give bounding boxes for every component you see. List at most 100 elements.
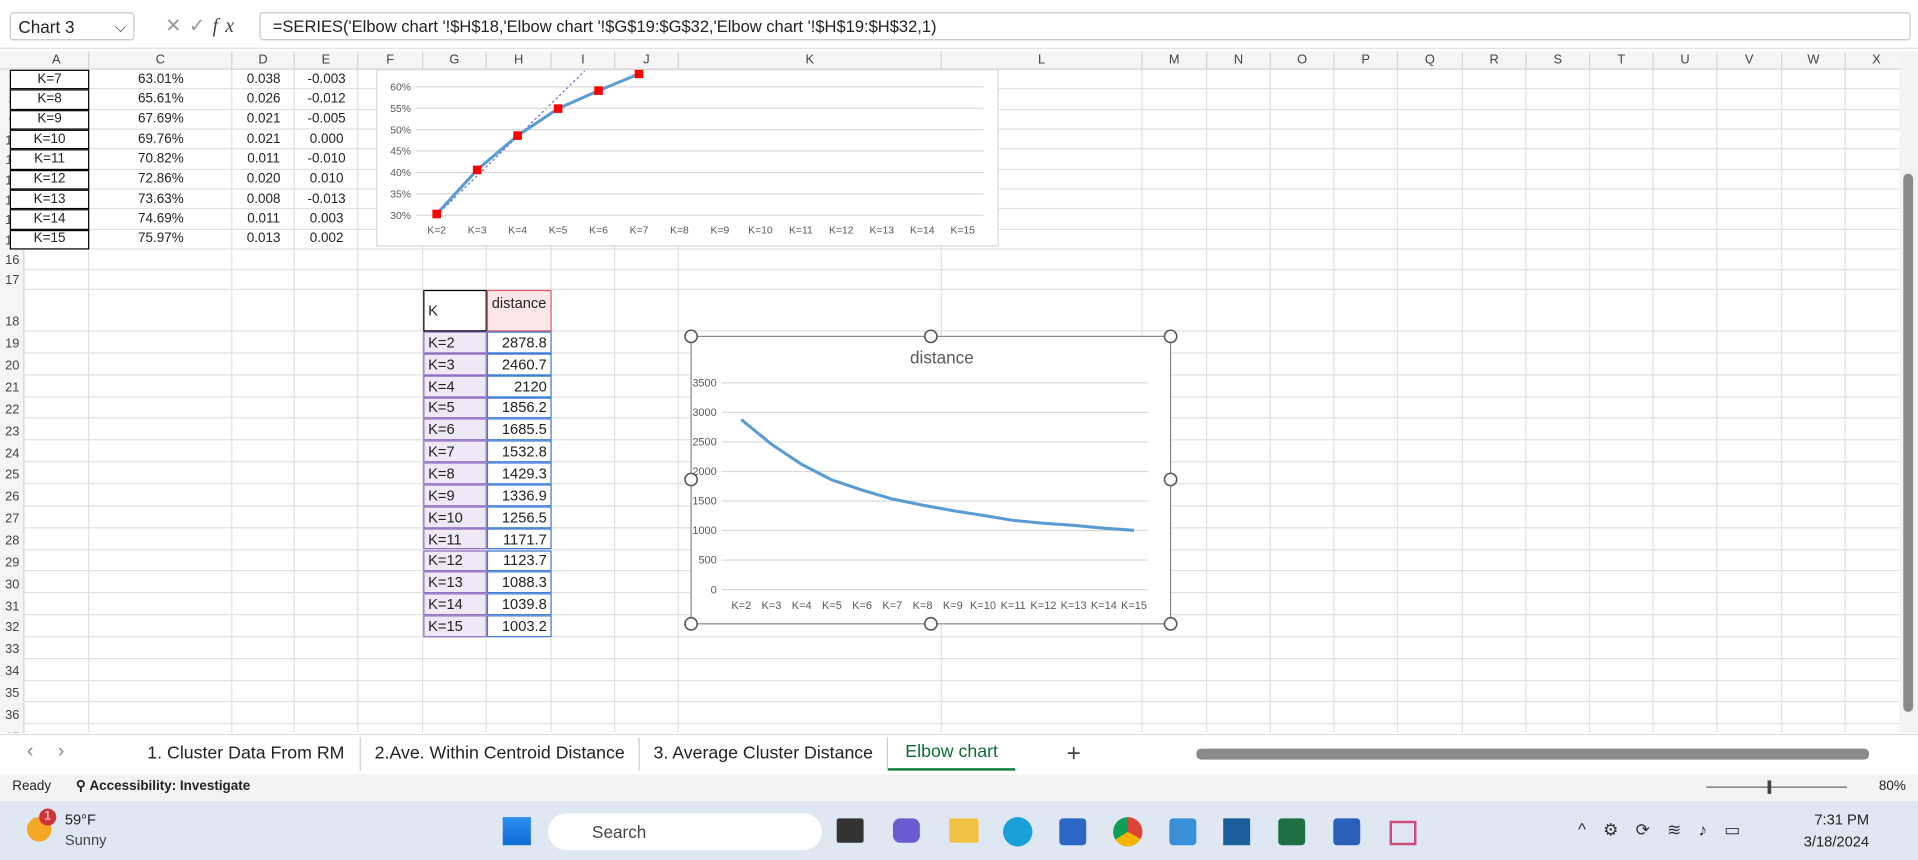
row-header: 35 xyxy=(5,686,20,701)
table-cell: 72.86% xyxy=(138,171,184,187)
table-cell: 65.61% xyxy=(138,91,184,107)
row-header: 25 xyxy=(5,467,20,483)
table-cell: 1039.8 xyxy=(486,593,552,616)
status-ready: Ready xyxy=(12,779,52,794)
weather-badge: 1 xyxy=(39,808,57,826)
app-icon[interactable] xyxy=(1389,820,1417,846)
sheet-grid: ACDEFGHIJKLMNOPQRSTUVWX78910111213141516… xyxy=(0,51,1900,733)
table-cell: 1088.3 xyxy=(486,571,552,594)
table-cell: 1171.7 xyxy=(486,527,552,550)
excel-icon[interactable] xyxy=(1278,818,1306,846)
vertical-scrollbar[interactable] xyxy=(1899,51,1918,733)
column-header: P xyxy=(1335,51,1399,70)
column-header: S xyxy=(1527,51,1591,70)
accessibility-status[interactable]: ⚲ Accessibility: Investigate xyxy=(75,779,251,794)
temperature: 59°F xyxy=(64,810,97,829)
horizontal-scrollbar[interactable] xyxy=(1196,748,1870,760)
taskbar: 1 59°F Sunny Search ^⚙⟳≋♪▭ 7:31 PM 3/18/… xyxy=(0,801,1918,860)
table-cell: K=7 xyxy=(423,440,487,463)
column-gridline xyxy=(1396,69,1399,733)
row-gridline xyxy=(24,504,1900,507)
column-header: J xyxy=(615,51,679,70)
row-gridline xyxy=(24,526,1900,528)
word-icon[interactable] xyxy=(1333,818,1361,846)
table-cell: K=10 xyxy=(9,129,90,150)
app-icon[interactable] xyxy=(1003,817,1033,847)
formula-input[interactable]: =SERIES('Elbow chart '!$H$18,'Elbow char… xyxy=(259,12,1911,41)
weather-condition: Sunny xyxy=(64,831,107,849)
table-cell: K=12 xyxy=(9,169,90,190)
table-cell: 0.000 xyxy=(309,131,344,147)
sheet-tab[interactable]: 1. Cluster Data From RM xyxy=(132,737,361,771)
column-gridline xyxy=(1333,69,1335,733)
row-header: 24 xyxy=(5,445,20,461)
row-gridline xyxy=(24,417,1900,419)
row-gridline xyxy=(24,635,1900,638)
table-cell: K=9 xyxy=(423,484,487,507)
row-header: 31 xyxy=(5,598,20,614)
app-icon[interactable] xyxy=(892,818,920,843)
table-cell: 1429.3 xyxy=(486,462,552,485)
row-gridline xyxy=(24,483,1900,485)
column-header: V xyxy=(1717,51,1783,70)
table-cell: K=9 xyxy=(9,109,90,130)
table-cell: K=6 xyxy=(423,418,487,441)
row-header: 18 xyxy=(5,314,20,330)
name-box[interactable]: Chart 3 xyxy=(9,12,135,41)
table-cell: K=15 xyxy=(423,615,487,638)
app-icon[interactable] xyxy=(836,818,864,843)
clock-date[interactable]: 3/18/2024 xyxy=(1803,833,1870,851)
table-cell: 0.020 xyxy=(246,171,281,187)
accessibility-text[interactable]: Accessibility: Investigate xyxy=(89,779,251,794)
column-gridline xyxy=(422,69,424,733)
app-icon[interactable] xyxy=(1223,818,1251,846)
table-cell: -0.013 xyxy=(307,191,346,207)
table-cell: K=7 xyxy=(9,69,90,90)
table-cell: 1003.2 xyxy=(486,615,552,638)
add-sheet[interactable]: + xyxy=(1066,740,1081,767)
formula-bar xyxy=(0,0,1918,49)
clock-time[interactable]: 7:31 PM xyxy=(1814,810,1870,829)
row-header: 20 xyxy=(5,358,20,374)
column-header: W xyxy=(1782,51,1846,70)
app-icon[interactable] xyxy=(1059,818,1087,846)
table-cell: K=11 xyxy=(9,149,90,170)
sheet-tab[interactable]: Elbow chart xyxy=(888,737,1016,771)
table-cell: 1123.7 xyxy=(486,549,552,572)
zoom-slider[interactable] xyxy=(1706,780,1848,794)
table-cell: 0.002 xyxy=(309,231,344,247)
column-header: M xyxy=(1142,51,1208,70)
sheet-tab[interactable]: 3. Average Cluster Distance xyxy=(640,737,889,771)
column-header: G xyxy=(423,51,487,70)
row-header: 29 xyxy=(5,555,20,570)
tab-nav[interactable]: ‹› xyxy=(26,741,89,763)
row-header: 28 xyxy=(5,533,20,548)
formula-buttons[interactable]: ✕✓ fx xyxy=(165,15,242,37)
search-box[interactable]: Search xyxy=(547,813,822,851)
zoom-level[interactable]: 80% xyxy=(1878,779,1906,794)
table-cell: 0.010 xyxy=(309,171,344,187)
app-icon[interactable] xyxy=(949,818,979,843)
sheet-tab[interactable]: 2.Ave. Within Centroid Distance xyxy=(361,737,640,771)
table-cell: -0.003 xyxy=(307,71,346,87)
table-cell: 73.63% xyxy=(138,191,184,207)
row-header: 17 xyxy=(5,273,20,288)
column-header: D xyxy=(232,51,295,70)
app-icon[interactable] xyxy=(1113,817,1143,847)
table-cell: -0.012 xyxy=(307,91,346,107)
column-gridline xyxy=(1206,69,1208,733)
row-gridline xyxy=(24,657,1900,660)
system-tray[interactable]: ^⚙⟳≋♪▭ xyxy=(1577,819,1758,840)
name-box-dropdown[interactable]: ⌵ xyxy=(114,17,127,35)
column-header: X xyxy=(1846,51,1900,69)
app-icon[interactable] xyxy=(1169,818,1197,846)
start-button[interactable] xyxy=(502,817,531,846)
column-header: R xyxy=(1463,51,1527,70)
column-header: H xyxy=(487,51,552,70)
column-gridline xyxy=(293,69,295,733)
table-cell: 0.008 xyxy=(246,191,281,207)
table-cell: K=10 xyxy=(423,506,487,528)
row-gridline xyxy=(24,352,1900,354)
column-header: O xyxy=(1271,51,1335,70)
column-gridline xyxy=(1844,69,1846,733)
